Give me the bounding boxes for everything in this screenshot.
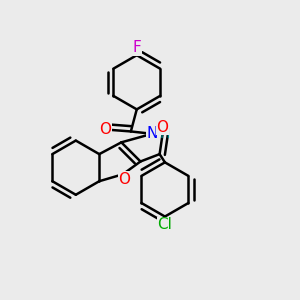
Text: H: H: [159, 127, 170, 141]
Text: O: O: [118, 172, 130, 187]
Text: O: O: [157, 119, 169, 134]
Text: F: F: [132, 40, 141, 55]
Text: N: N: [146, 126, 158, 141]
Text: Cl: Cl: [158, 217, 172, 232]
Text: O: O: [99, 122, 111, 137]
